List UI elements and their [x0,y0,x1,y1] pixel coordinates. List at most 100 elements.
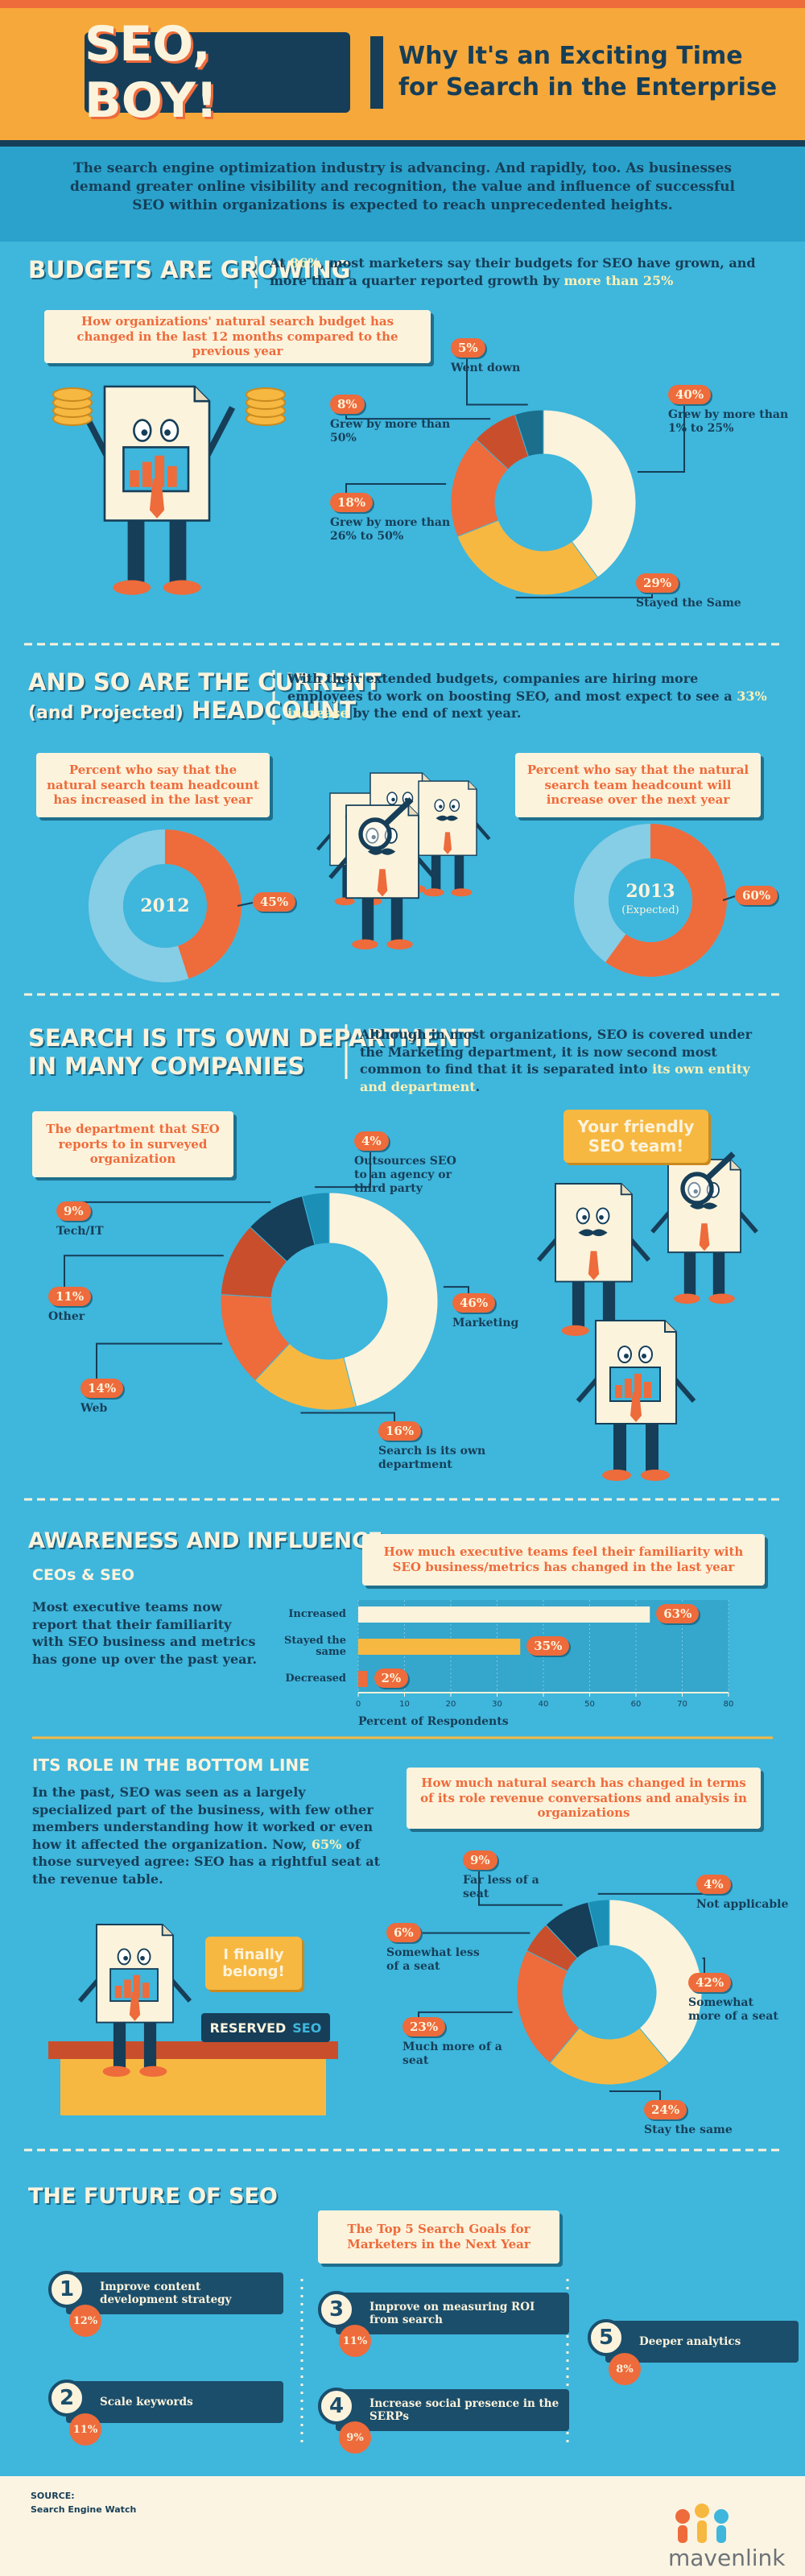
shoe [386,939,413,950]
value-label: 42% [688,1973,732,1992]
value-label: 16% [378,1421,422,1441]
data-label: 4% Not applicable [696,1875,797,1912]
face-bar [124,1979,131,1999]
title-divider [370,36,383,109]
data-label: 9% Far less of a seat [463,1850,564,1901]
bar [358,1639,521,1655]
section-text: At 86%, most marketers say their budgets… [270,254,769,289]
value-label-wrap: 8% [330,395,451,414]
highlight: 86% [290,255,320,271]
category-label: Not applicable [696,1898,789,1911]
chart-title: How much executive teams feel their fami… [362,1534,765,1586]
value-label: 35% [526,1636,570,1656]
logo-dot [675,2509,690,2524]
value-label-wrap: 11% [48,1287,161,1306]
goal-rank: 3 [318,2291,355,2328]
category-label: Far less of a seat [463,1874,539,1900]
section-text: Although in most organizations, SEO is c… [360,1026,770,1095]
tie [699,1223,710,1251]
pupil [439,804,443,808]
data-label: 16% Search is its own department [378,1421,491,1472]
leg [712,1247,725,1297]
subsection-title: CEOs & SEO [32,1566,134,1584]
value-label-wrap: 9% [56,1201,169,1221]
leg [454,850,464,891]
text: At [270,255,291,271]
title-plate [85,32,350,113]
shoe [602,1470,631,1481]
leg [613,1417,626,1474]
category-label: Search is its own department [378,1445,486,1471]
category-label: Somewhat more of a seat [688,1996,778,2023]
value-label: 63% [656,1604,700,1623]
magnifier-handle [384,797,414,826]
speech-bubble: Your friendly SEO team! [564,1110,708,1163]
character [78,385,236,595]
category-label: Went down [451,362,521,374]
fold [664,1321,676,1333]
data-label: 2% [374,1668,409,1688]
goal-rank: 2 [48,2380,85,2417]
value-label: 4% [696,1875,731,1894]
title-line: IN MANY COMPANIES [28,1052,305,1080]
shoe [352,939,378,950]
tie [588,1251,600,1280]
goal-share: 12% [69,2305,101,2337]
shoe [708,1293,735,1305]
section-text: Most executive teams now report that the… [32,1599,258,1667]
category-label: Outsources SEO to an agency or third par… [354,1155,456,1195]
data-label: 18% Grew by more than 26% to 50% [330,493,451,544]
shoe [139,2065,167,2078]
bar [358,1606,650,1623]
face-bar [133,1974,141,1999]
leg [143,2016,157,2070]
data-label: 23% Much more of a seat [402,2017,503,2068]
chart-title: Percent who say that the natural search … [36,753,270,817]
x-tick-label: 30 [492,1700,502,1709]
chart-title: The department that SEO reports to in su… [32,1111,233,1177]
shoe [163,580,201,595]
section-title: AWARENESS AND INFLUENCE [28,1528,383,1553]
data-label: 9% Tech/IT [56,1201,169,1238]
value-label-wrap: 42% [688,1973,789,1992]
goal-share: 8% [609,2353,641,2385]
value-label-wrap: 18% [330,493,451,512]
character [576,1320,696,1481]
donut-hole [123,864,207,948]
x-tick-label: 50 [584,1700,595,1709]
pupil [123,1955,128,1961]
value-label-wrap: 6% [386,1923,487,1942]
pupil [140,1955,145,1961]
x-tick-label: 60 [631,1700,642,1709]
value-label-wrap: 4% [354,1131,467,1151]
data-label: 8% Grew by more than 50% [330,395,451,445]
category-label: Decreased [285,1672,346,1685]
tie [377,869,388,897]
center-label: 2012 [140,895,189,916]
category-label: Increased [288,1607,346,1620]
source: SOURCE: Search Engine Watch [31,2490,136,2516]
sign-text: SEO [292,2020,322,2036]
logo-bar [697,2520,707,2543]
category-label: Grew by more than 50% [330,418,451,444]
face-bar [114,1986,122,1999]
pupil [624,1354,629,1358]
mustache [436,815,458,821]
title-line: AND SO ARE THE CURRENT [28,668,382,696]
value-label-wrap: 46% [452,1293,565,1313]
subtitle-line: Why It's an Exciting Time [398,42,743,70]
data-label: 11% Other [48,1287,161,1324]
section-title: SEARCH IS ITS OWN DEPARTMENT IN MANY COMP… [28,1024,474,1081]
value-label-wrap: 5% [451,338,572,358]
goal-text: Increase social presence in the SERPs [336,2389,569,2431]
chart-title: Percent who say that the natural search … [515,753,761,817]
goal-share: 11% [69,2413,101,2446]
category-label: Marketing [452,1317,519,1329]
x-tick-label: 80 [724,1700,734,1709]
category-label: Other [48,1310,85,1323]
value-label-wrap: 14% [80,1379,193,1398]
dividers [24,643,781,2152]
reserved-sign [201,2013,330,2042]
leader [237,902,254,907]
logo-dot [695,2504,709,2518]
